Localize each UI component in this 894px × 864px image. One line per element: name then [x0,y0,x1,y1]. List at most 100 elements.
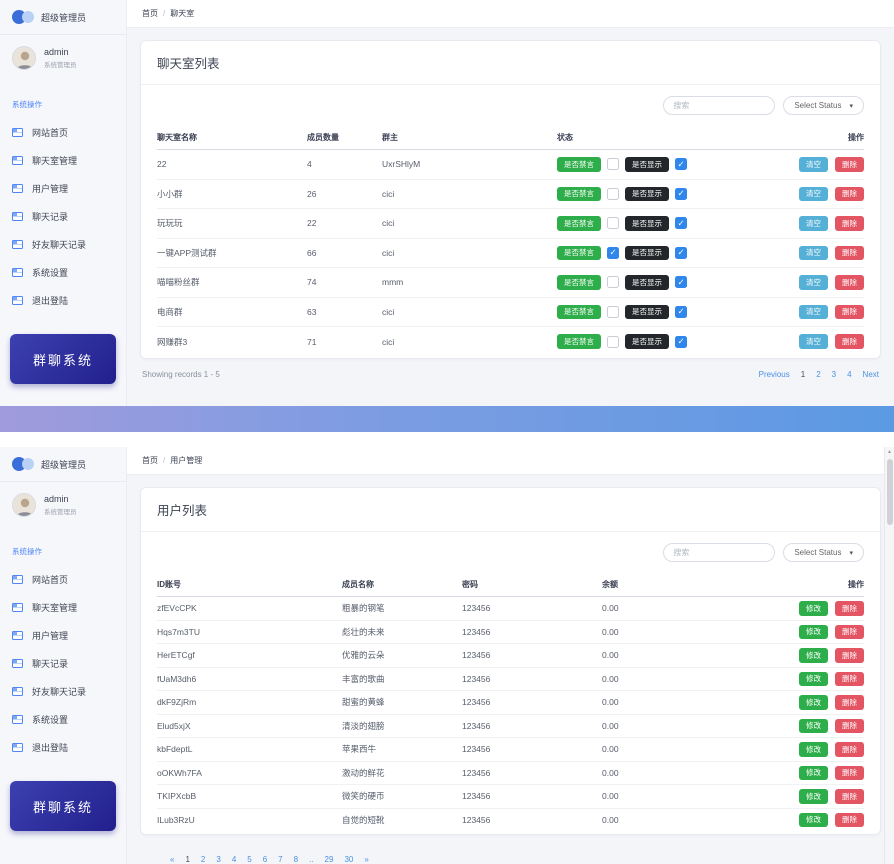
sidebar-item-聊天记录[interactable]: 聊天记录 [0,202,126,230]
edit-button[interactable]: 修改 [799,718,828,733]
search-input[interactable] [663,96,776,115]
edit-button[interactable]: 修改 [799,812,828,828]
page-link-3[interactable]: 3 [216,854,221,864]
edit-button[interactable]: 修改 [799,765,828,780]
status-select[interactable]: Select Status ▾ [783,96,864,115]
delete-button[interactable]: 删除 [835,765,864,780]
delete-button[interactable]: 删除 [835,601,864,616]
sidebar-item-用户管理[interactable]: 用户管理 [0,174,126,202]
checkbox[interactable]: ✓ [675,217,687,230]
page-link-2[interactable]: 2 [200,854,206,864]
clear-button[interactable]: 清空 [799,334,828,349]
page-link-4[interactable]: 4 [231,854,237,864]
mute-toggle-button[interactable]: 是否禁言 [557,275,601,290]
sidebar-item-聊天记录[interactable]: 聊天记录 [0,649,126,677]
delete-button[interactable]: 删除 [835,648,864,663]
page-link-1[interactable]: 1 [800,370,806,379]
scrollbar[interactable]: ▴ [884,447,894,864]
status-select[interactable]: Select Status ▾ [783,543,864,562]
mute-toggle-button[interactable]: 是否禁言 [557,216,601,231]
mute-toggle-button[interactable]: 是否禁言 [557,186,601,201]
search-input[interactable] [663,543,776,562]
show-toggle-button[interactable]: 是否显示 [625,216,669,231]
edit-button[interactable]: 修改 [799,671,828,686]
sidebar-item-网站首页[interactable]: 网站首页 [0,565,126,593]
page-link-7[interactable]: 7 [278,854,283,864]
clear-button[interactable]: 清空 [799,186,828,201]
edit-button[interactable]: 修改 [799,695,828,710]
mute-toggle-button[interactable]: 是否禁言 [557,157,601,172]
delete-button[interactable]: 删除 [835,789,864,804]
page-link-Previous[interactable]: Previous [758,370,790,379]
sidebar-item-聊天室管理[interactable]: 聊天室管理 [0,593,126,621]
sidebar-item-系统设置[interactable]: 系统设置 [0,705,126,733]
page-link-29[interactable]: 29 [324,854,334,864]
checkbox[interactable]: ✓ [675,335,687,348]
page-link-..[interactable]: .. [309,854,314,864]
sidebar-item-网站首页[interactable]: 网站首页 [0,118,126,146]
show-toggle-button[interactable]: 是否显示 [625,334,669,349]
checkbox[interactable]: ✓ [675,246,687,259]
page-link-Next[interactable]: Next [862,370,879,379]
edit-button[interactable]: 修改 [799,789,828,804]
page-link-4[interactable]: 4 [847,370,852,379]
clear-button[interactable]: 清空 [799,157,828,172]
show-toggle-button[interactable]: 是否显示 [625,186,669,201]
checkbox[interactable] [607,335,619,348]
checkbox[interactable]: ✓ [607,246,619,259]
delete-button[interactable]: 删除 [835,718,864,733]
show-toggle-button[interactable]: 是否显示 [625,245,669,260]
clear-button[interactable]: 清空 [799,245,828,260]
clear-button[interactable]: 清空 [799,275,828,290]
checkbox[interactable] [607,305,619,318]
checkbox[interactable]: ✓ [675,305,687,318]
show-toggle-button[interactable]: 是否显示 [625,157,669,172]
edit-button[interactable]: 修改 [799,648,828,663]
sidebar-item-用户管理[interactable]: 用户管理 [0,621,126,649]
delete-button[interactable]: 删除 [835,157,864,172]
breadcrumb-home[interactable]: 首页 [142,9,158,18]
checkbox[interactable]: ✓ [675,276,687,289]
page-link-6[interactable]: 6 [262,854,268,864]
delete-button[interactable]: 删除 [835,671,864,686]
delete-button[interactable]: 删除 [835,245,864,260]
mute-toggle-button[interactable]: 是否禁言 [557,304,601,319]
scroll-thumb[interactable] [887,459,893,525]
delete-button[interactable]: 删除 [835,216,864,231]
clear-button[interactable]: 清空 [799,304,828,319]
sidebar-item-聊天室管理[interactable]: 聊天室管理 [0,146,126,174]
sidebar-item-系统设置[interactable]: 系统设置 [0,258,126,286]
scroll-up-arrow[interactable]: ▴ [887,449,891,455]
show-toggle-button[interactable]: 是否显示 [625,275,669,290]
page-link-2[interactable]: 2 [816,370,821,379]
mute-toggle-button[interactable]: 是否禁言 [557,245,601,260]
page-link-8[interactable]: 8 [293,854,299,864]
mute-toggle-button[interactable]: 是否禁言 [557,334,601,349]
edit-button[interactable]: 修改 [799,624,828,639]
checkbox[interactable]: ✓ [675,158,687,171]
sidebar-item-退出登陆[interactable]: 退出登陆 [0,733,126,761]
breadcrumb-home[interactable]: 首页 [142,456,158,465]
checkbox[interactable]: ✓ [675,187,687,200]
delete-button[interactable]: 删除 [835,334,864,349]
delete-button[interactable]: 删除 [835,742,864,757]
checkbox[interactable] [607,276,619,289]
edit-button[interactable]: 修改 [799,742,828,757]
sidebar-item-好友聊天记录[interactable]: 好友聊天记录 [0,230,126,258]
page-link-»[interactable]: » [364,854,369,864]
page-link-5[interactable]: 5 [247,854,252,864]
page-link-3[interactable]: 3 [831,370,837,379]
delete-button[interactable]: 删除 [835,275,864,290]
checkbox[interactable] [607,217,619,230]
sidebar-item-退出登陆[interactable]: 退出登陆 [0,286,126,314]
show-toggle-button[interactable]: 是否显示 [625,304,669,319]
delete-button[interactable]: 删除 [835,304,864,319]
page-link-30[interactable]: 30 [344,854,354,864]
checkbox[interactable] [607,187,619,200]
delete-button[interactable]: 删除 [835,812,864,828]
clear-button[interactable]: 清空 [799,216,828,231]
checkbox[interactable] [607,158,619,171]
edit-button[interactable]: 修改 [799,601,828,616]
delete-button[interactable]: 删除 [835,624,864,639]
page-link-«[interactable]: « [170,854,175,864]
